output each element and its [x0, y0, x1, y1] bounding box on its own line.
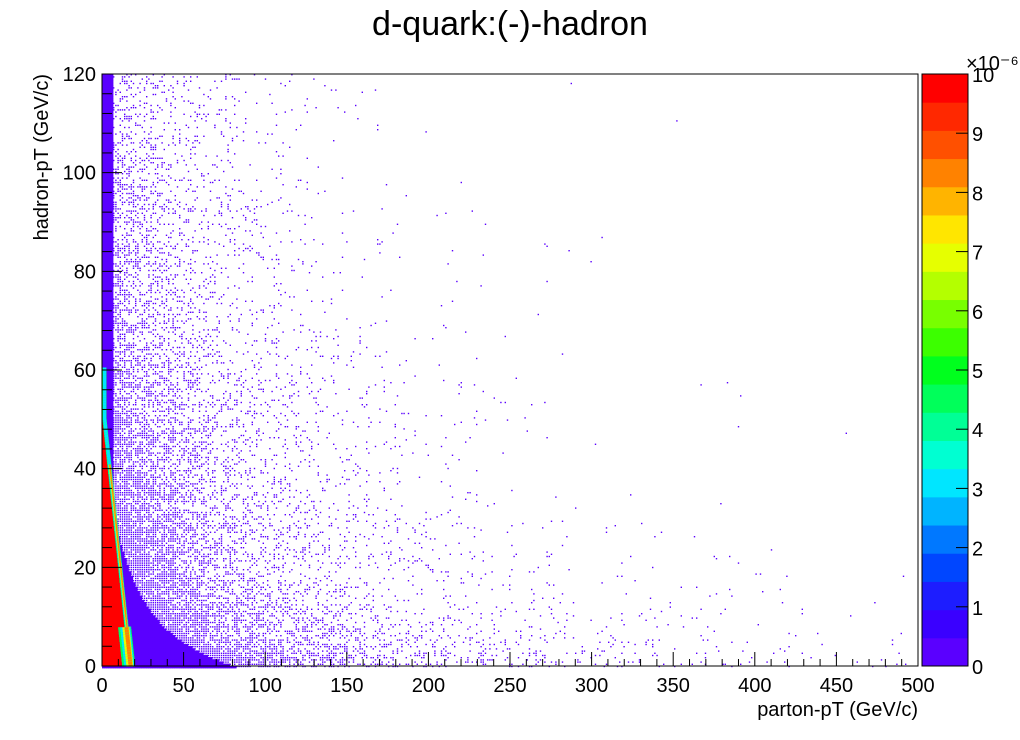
- chart-title: d-quark:(-)-hadron: [372, 5, 648, 43]
- x-tick-label: 500: [901, 675, 934, 697]
- colorbar-bin: [922, 243, 968, 272]
- colorbar-bin: [922, 214, 968, 244]
- x-tick-label: 450: [820, 675, 853, 697]
- colorbar-bin: [922, 609, 968, 639]
- y-tick-label: 100: [63, 163, 96, 185]
- x-tick-label: 100: [249, 675, 282, 697]
- colorbar-bin: [922, 327, 968, 357]
- colorbar-bin: [922, 468, 968, 498]
- colorbar-bin: [922, 130, 968, 160]
- colorbar-tick-label: 5: [972, 361, 983, 383]
- colorbar-bin: [922, 102, 968, 131]
- colorbar-bin: [922, 271, 968, 301]
- colorbar-bin: [922, 637, 968, 667]
- plot-frame: [101, 73, 919, 667]
- x-tick-label: 150: [330, 675, 363, 697]
- colorbar-bin: [922, 74, 968, 103]
- colorbar-tick-label: 7: [972, 243, 983, 265]
- colorbar-tick-label: 8: [972, 183, 983, 205]
- colorbar-bin: [922, 553, 968, 582]
- y-axis: 0 20 40 60 80 100 120: [63, 64, 122, 678]
- colorbar-bin: [922, 525, 968, 554]
- x-tick-label: 250: [493, 675, 526, 697]
- y-tick-label: 60: [74, 360, 96, 382]
- colorbar-bin: [922, 384, 968, 413]
- colorbar-tick-label: 3: [972, 479, 983, 501]
- colorbar-tick-label: 0: [972, 657, 983, 679]
- x-tick-label: 400: [738, 675, 771, 697]
- y-tick-label: 0: [85, 656, 96, 678]
- y-tick-label: 40: [74, 459, 96, 481]
- colorbar-tick-label: 1: [972, 598, 983, 620]
- colorbar-bin: [922, 440, 968, 470]
- colorbar-tick-label: 9: [972, 124, 983, 146]
- heatmap-cells: [102, 74, 907, 669]
- x-tick-label: 0: [96, 675, 107, 697]
- colorbar-tick-label: 2: [972, 539, 983, 561]
- y-tick-label: 80: [74, 261, 96, 283]
- y-tick-label: 120: [63, 64, 96, 86]
- colorbar-tick-label: 4: [972, 420, 983, 442]
- colorbar-tick-label: 10: [972, 65, 994, 87]
- colorbar-bin: [922, 158, 968, 188]
- x-tick-label: 50: [172, 675, 194, 697]
- y-axis-label: hadron-pT (GeV/c): [31, 74, 53, 240]
- x-tick-label: 350: [657, 675, 690, 697]
- colorbar-multiplier: ×10⁻⁶: [966, 53, 1019, 75]
- colorbar-bin: [922, 581, 968, 611]
- x-tick-label: 200: [412, 675, 445, 697]
- colorbar-tick-label: 6: [972, 302, 983, 324]
- x-axis-label: parton-pT (GeV/c): [757, 699, 918, 721]
- colorbar: 0 1 2 3 4 5 6 7 8 9 10: [921, 65, 994, 679]
- colorbar-bin: [922, 412, 968, 441]
- y-tick-label: 20: [74, 557, 96, 579]
- colorbar-bin: [922, 496, 968, 526]
- colorbar-bin: [922, 186, 968, 216]
- x-tick-label: 300: [575, 675, 608, 697]
- colorbar-bin: [922, 299, 968, 329]
- x-axis: 0 50 100 150 200 250 300 350 400 450 500: [96, 652, 935, 697]
